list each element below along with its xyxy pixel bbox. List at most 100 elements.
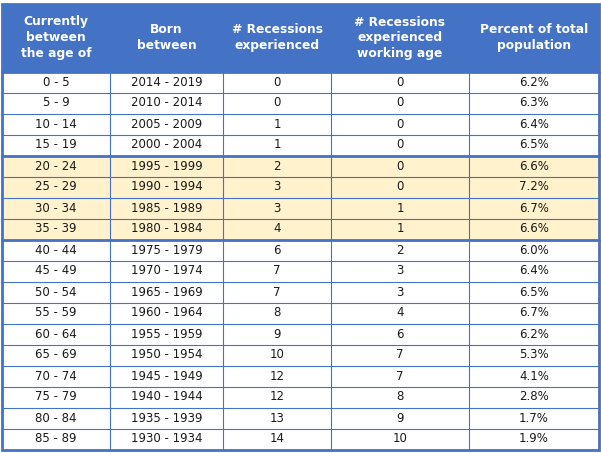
Bar [2, 303, 599, 323]
Bar [2, 198, 599, 218]
Text: 7: 7 [273, 265, 281, 278]
Text: 1960 - 1964: 1960 - 1964 [130, 307, 203, 319]
Text: 0: 0 [273, 76, 281, 88]
Text: 6.2%: 6.2% [519, 328, 549, 341]
Bar [2, 4, 599, 72]
Text: 1995 - 1999: 1995 - 1999 [130, 159, 203, 173]
Text: 1.7%: 1.7% [519, 411, 549, 424]
Text: 6.5%: 6.5% [519, 285, 549, 299]
Text: 6.7%: 6.7% [519, 307, 549, 319]
Text: 7.2%: 7.2% [519, 180, 549, 193]
Bar [2, 408, 599, 429]
Text: 0: 0 [396, 76, 404, 88]
Text: 0 - 5: 0 - 5 [43, 76, 69, 88]
Text: Currently
between
the age of: Currently between the age of [20, 15, 91, 59]
Text: 10: 10 [392, 433, 407, 445]
Text: 45 - 49: 45 - 49 [35, 265, 77, 278]
Text: 9: 9 [396, 411, 404, 424]
Text: 1980 - 1984: 1980 - 1984 [131, 222, 203, 236]
Text: 2014 - 2019: 2014 - 2019 [130, 76, 203, 88]
Bar [2, 72, 599, 92]
Text: 0: 0 [396, 96, 404, 110]
Text: 7: 7 [273, 285, 281, 299]
Text: 3: 3 [273, 180, 281, 193]
Bar [2, 366, 599, 386]
Text: 1975 - 1979: 1975 - 1979 [130, 244, 203, 256]
Text: 8: 8 [396, 390, 404, 404]
Text: 6.7%: 6.7% [519, 202, 549, 215]
Text: 65 - 69: 65 - 69 [35, 348, 77, 361]
Text: 1930 - 1934: 1930 - 1934 [131, 433, 203, 445]
Text: 80 - 84: 80 - 84 [35, 411, 77, 424]
Bar [2, 114, 599, 135]
Text: 1: 1 [273, 117, 281, 130]
Text: 5 - 9: 5 - 9 [43, 96, 69, 110]
Text: 40 - 44: 40 - 44 [35, 244, 77, 256]
Text: 4.1%: 4.1% [519, 370, 549, 382]
Text: 10: 10 [270, 348, 284, 361]
Text: 6.6%: 6.6% [519, 222, 549, 236]
Text: 70 - 74: 70 - 74 [35, 370, 77, 382]
Text: 1985 - 1989: 1985 - 1989 [131, 202, 203, 215]
Text: 2000 - 2004: 2000 - 2004 [131, 139, 202, 151]
Bar [2, 386, 599, 408]
Bar [2, 429, 599, 449]
Bar [2, 240, 599, 260]
Text: 12: 12 [269, 390, 284, 404]
Text: # Recessions
experienced: # Recessions experienced [231, 23, 323, 52]
Text: 8: 8 [273, 307, 281, 319]
Text: 0: 0 [396, 139, 404, 151]
Text: 0: 0 [396, 159, 404, 173]
Text: 3: 3 [396, 285, 404, 299]
Bar [2, 260, 599, 281]
Text: 20 - 24: 20 - 24 [35, 159, 77, 173]
Text: 2005 - 2009: 2005 - 2009 [131, 117, 202, 130]
Text: 2: 2 [273, 159, 281, 173]
Text: 3: 3 [273, 202, 281, 215]
Text: # Recessions
experienced
working age: # Recessions experienced working age [355, 15, 445, 59]
Text: 1965 - 1969: 1965 - 1969 [130, 285, 203, 299]
Text: 55 - 59: 55 - 59 [35, 307, 77, 319]
Text: 10 - 14: 10 - 14 [35, 117, 77, 130]
Text: 13: 13 [270, 411, 284, 424]
Text: 6.5%: 6.5% [519, 139, 549, 151]
Text: 6.4%: 6.4% [519, 117, 549, 130]
Bar [2, 281, 599, 303]
Text: Born
between: Born between [136, 23, 197, 52]
Text: 0: 0 [396, 117, 404, 130]
Text: 35 - 39: 35 - 39 [35, 222, 77, 236]
Text: 1970 - 1974: 1970 - 1974 [130, 265, 203, 278]
Bar [2, 92, 599, 114]
Text: 1: 1 [396, 202, 404, 215]
Text: 3: 3 [396, 265, 404, 278]
Text: 30 - 34: 30 - 34 [35, 202, 77, 215]
Text: 1: 1 [273, 139, 281, 151]
Bar [2, 218, 599, 240]
Text: 6.0%: 6.0% [519, 244, 549, 256]
Text: 5.3%: 5.3% [519, 348, 549, 361]
Text: 6.4%: 6.4% [519, 265, 549, 278]
Bar [2, 177, 599, 198]
Text: 60 - 64: 60 - 64 [35, 328, 77, 341]
Text: 0: 0 [273, 96, 281, 110]
Text: 2010 - 2014: 2010 - 2014 [131, 96, 203, 110]
Text: 6.2%: 6.2% [519, 76, 549, 88]
Text: 2: 2 [396, 244, 404, 256]
Bar [2, 344, 599, 366]
Text: 15 - 19: 15 - 19 [35, 139, 77, 151]
Text: 7: 7 [396, 348, 404, 361]
Text: 1.9%: 1.9% [519, 433, 549, 445]
Text: 4: 4 [273, 222, 281, 236]
Text: 7: 7 [396, 370, 404, 382]
Text: 1: 1 [396, 222, 404, 236]
Text: 14: 14 [269, 433, 284, 445]
Text: Percent of total
population: Percent of total population [480, 23, 588, 52]
Text: 1955 - 1959: 1955 - 1959 [131, 328, 203, 341]
Text: 4: 4 [396, 307, 404, 319]
Text: 1945 - 1949: 1945 - 1949 [130, 370, 203, 382]
Bar [2, 135, 599, 155]
Text: 1990 - 1994: 1990 - 1994 [130, 180, 203, 193]
Text: 0: 0 [396, 180, 404, 193]
Text: 6: 6 [273, 244, 281, 256]
Text: 12: 12 [269, 370, 284, 382]
